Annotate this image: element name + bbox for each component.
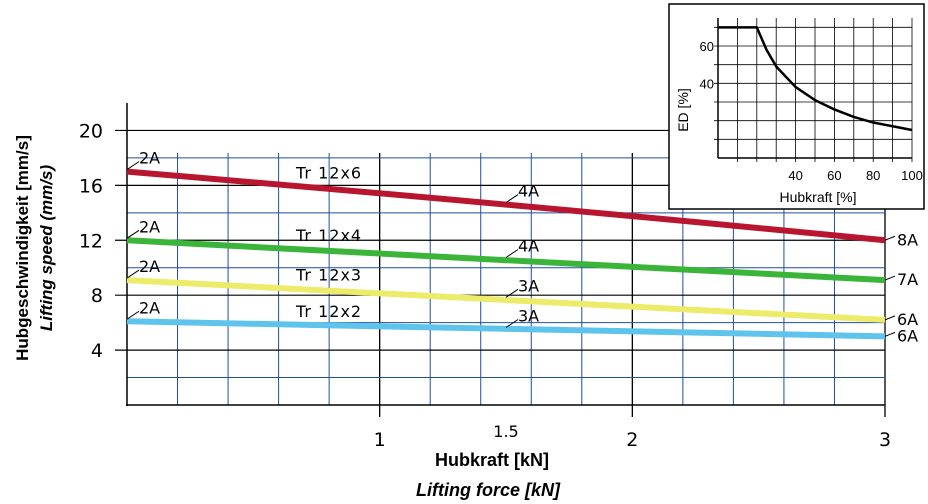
inset-series	[718, 26, 913, 132]
y-tick-label: 20	[79, 120, 103, 142]
current-label: 3A	[518, 276, 539, 295]
y-tick-label: 16	[79, 175, 103, 197]
leader-line	[505, 288, 519, 298]
inset-text: ED [%] Hubkraft [%] 40 60 80 100 40 60	[675, 39, 923, 205]
y-axis-label-en: Lifting speed (mm/s)	[37, 165, 56, 332]
leader-line	[884, 315, 896, 321]
series-line	[126, 318, 886, 340]
x-tick-label: 3	[879, 429, 891, 451]
leader-line	[126, 161, 140, 171]
current-label: 6A	[897, 310, 918, 329]
inset-y-axis-label: ED [%]	[675, 88, 691, 132]
inset-x-tick-label: 60	[827, 168, 841, 183]
current-label: 2A	[139, 257, 160, 276]
current-label: 4A	[518, 182, 539, 201]
x-tick-label: 2	[626, 429, 638, 451]
current-label: 6A	[897, 326, 918, 345]
inset-x-tick-label: 40	[788, 168, 802, 183]
current-label: 4A	[518, 236, 539, 255]
inset-frame	[668, 3, 925, 210]
main-axes	[126, 103, 885, 406]
series-line	[126, 237, 886, 284]
inset-x-axis-label: Hubkraft [%]	[779, 189, 856, 205]
series-name-label: Tr 12x2	[295, 302, 362, 321]
current-label: 2A	[139, 298, 160, 317]
leader-line	[505, 249, 519, 258]
leader-line	[884, 331, 896, 337]
inset-y-tick-label: 40	[700, 76, 714, 91]
inset-x-tick-label: 100	[901, 168, 923, 183]
x-tick-label: 1.5	[493, 422, 518, 441]
x-tick-label: 1	[374, 429, 386, 451]
leader-line	[884, 235, 896, 241]
leader-line	[884, 275, 896, 281]
current-label: 3A	[518, 307, 539, 326]
leader-line	[505, 319, 519, 328]
current-label: 7A	[897, 270, 918, 289]
y-axis-label: Hubgeschwindigkeit [mm/s]	[13, 135, 32, 361]
x-axis-label-en: Lifting force [kN]	[416, 480, 561, 500]
inset-x-tick-label: 80	[866, 168, 880, 183]
main-series	[126, 168, 886, 340]
current-label: 8A	[897, 230, 918, 249]
series-line	[126, 168, 886, 244]
series-line	[126, 277, 886, 323]
y-tick-label: 4	[91, 340, 103, 362]
y-tick-label: 12	[79, 230, 103, 252]
main-text: Hubgeschwindigkeit [mm/s] Lifting speed …	[13, 120, 918, 500]
series-name-label: Tr 12x3	[295, 266, 362, 285]
leader-line	[126, 229, 140, 239]
leader-line	[126, 269, 140, 279]
inset-series-line	[718, 26, 913, 132]
series-name-label: Tr 12x4	[295, 226, 362, 245]
leader-line	[505, 194, 519, 203]
inset-y-tick-label: 60	[700, 39, 714, 54]
x-axis-label: Hubkraft [kN]	[435, 450, 549, 470]
series-name-label: Tr 12x6	[295, 163, 362, 182]
current-label: 2A	[139, 217, 160, 236]
leader-line	[126, 310, 140, 320]
current-label: 2A	[139, 149, 160, 168]
duty-cycle-inset: ED [%] Hubkraft [%] 40 60 80 100 40 60	[668, 3, 925, 210]
y-tick-label: 8	[91, 285, 103, 307]
